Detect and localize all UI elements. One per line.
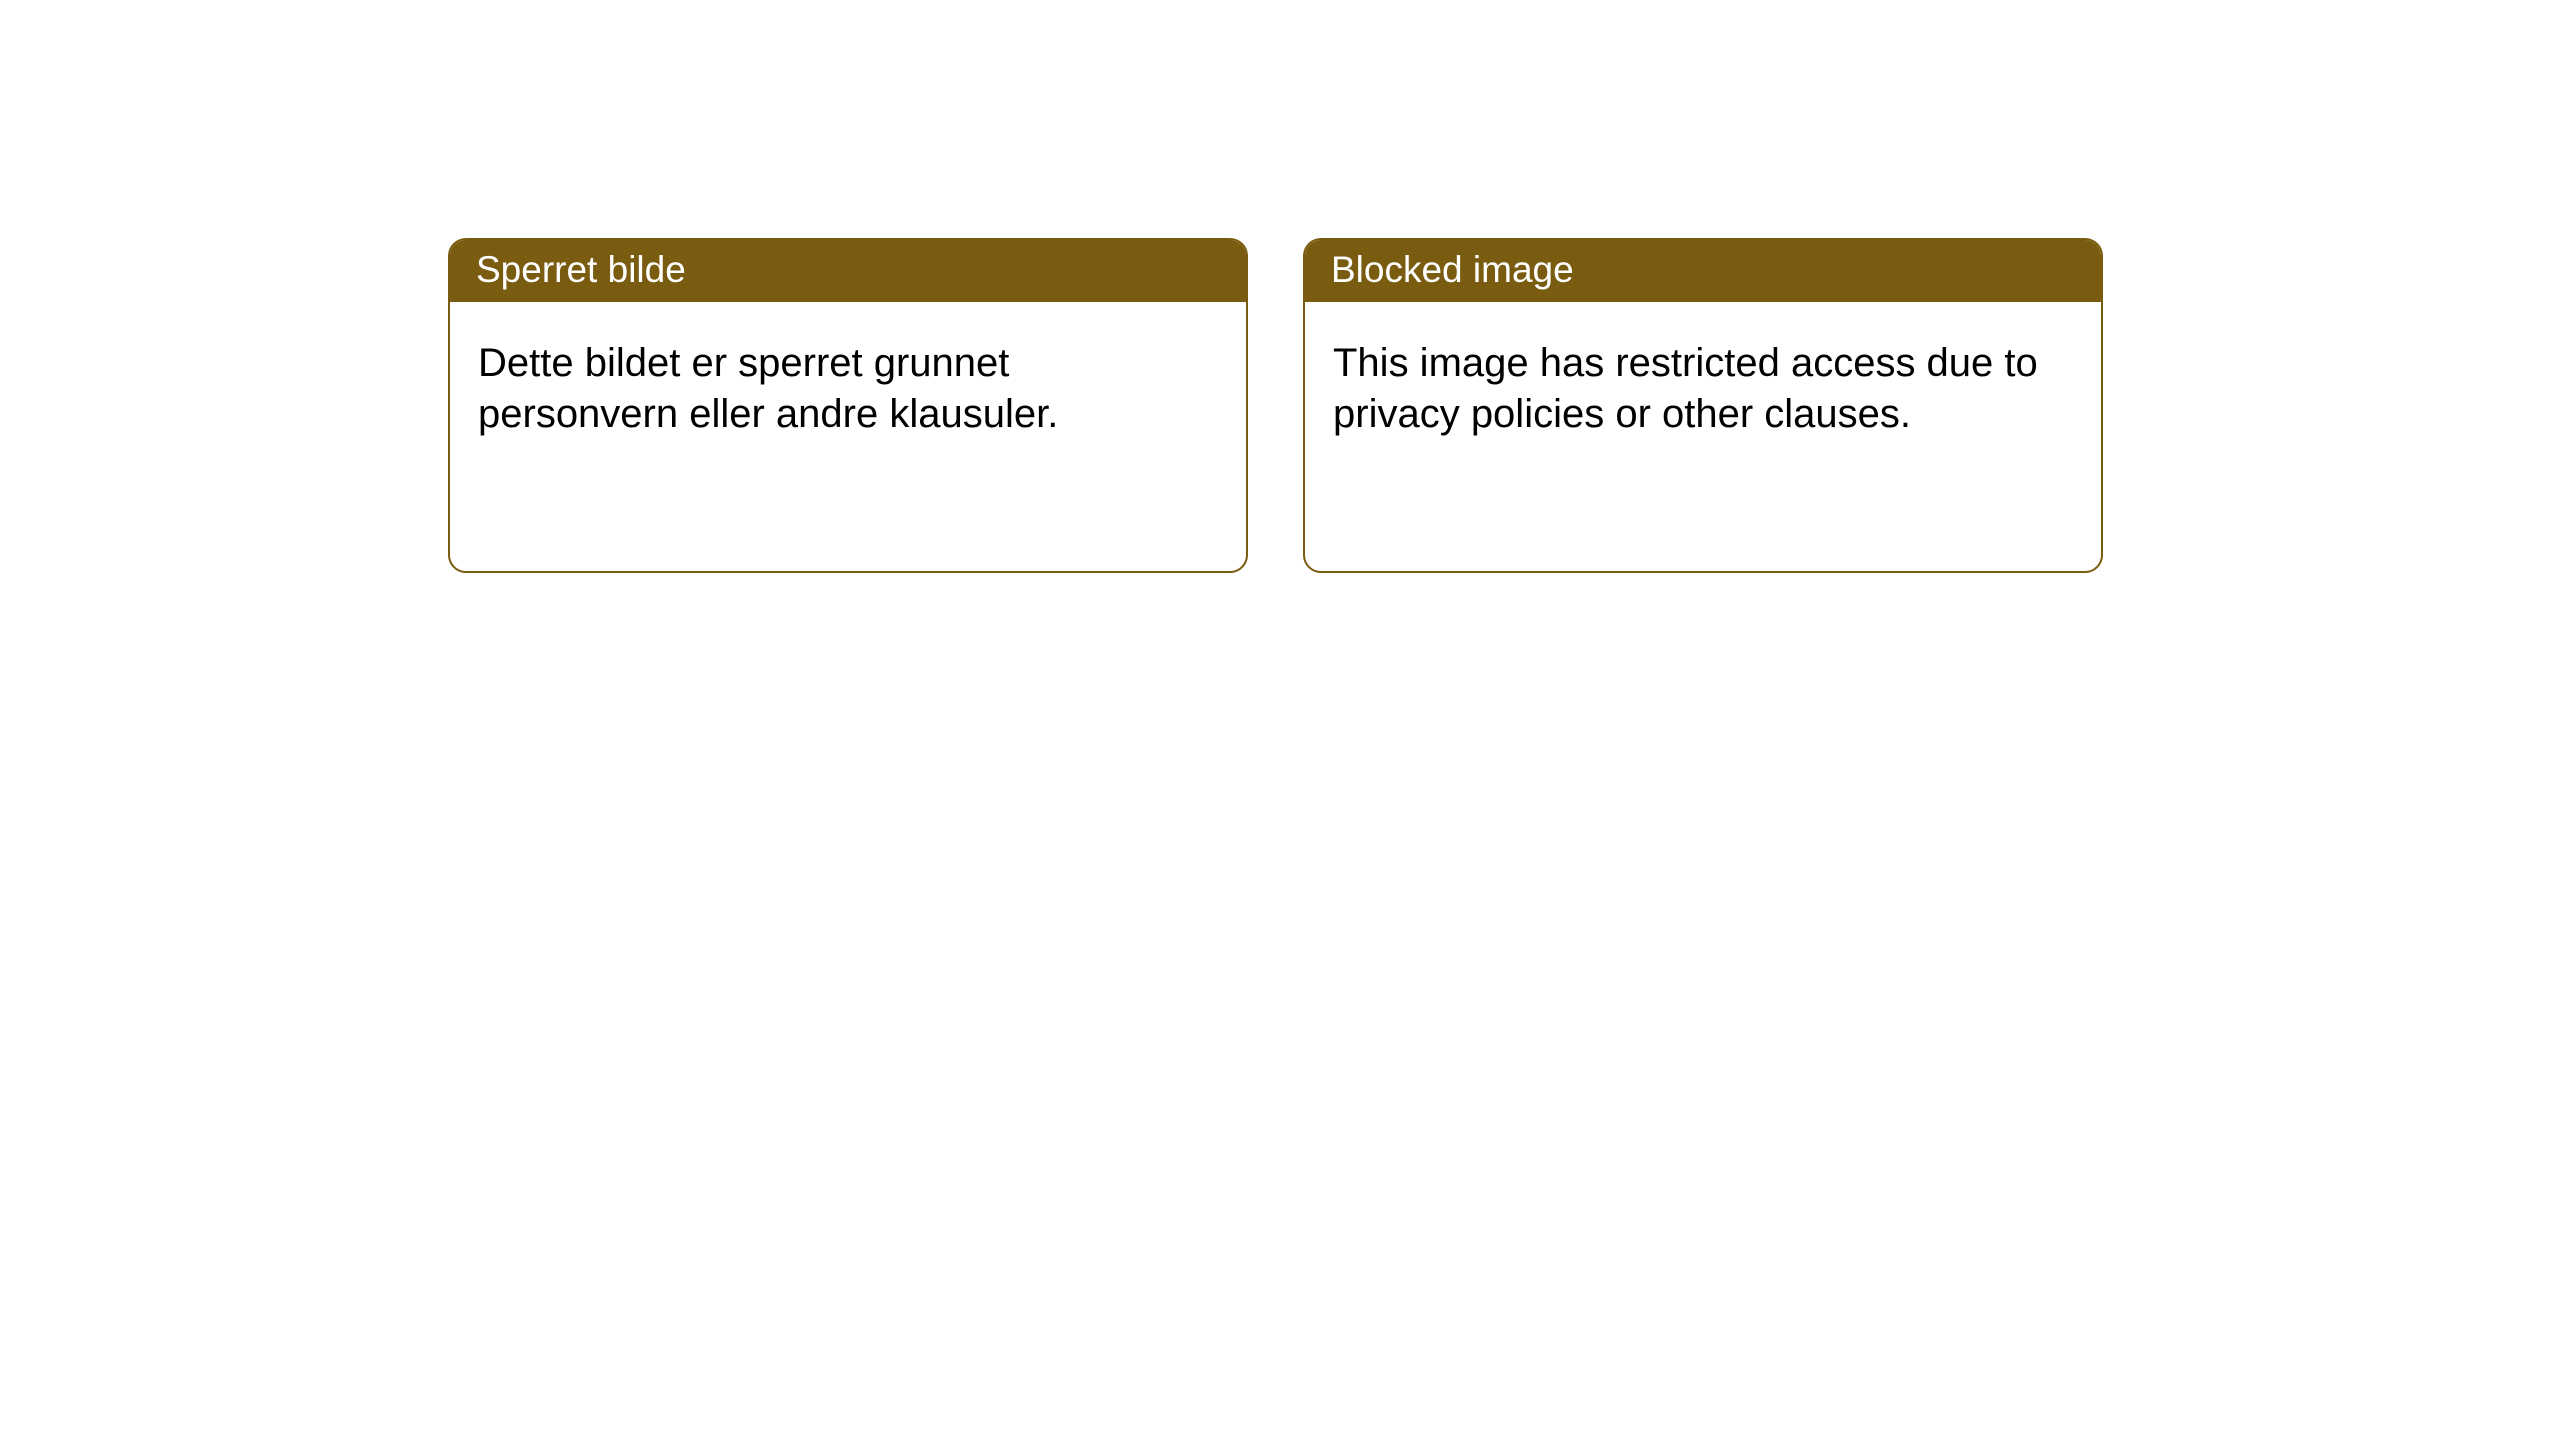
notice-header-english: Blocked image — [1305, 240, 2101, 302]
notice-header-norwegian: Sperret bilde — [450, 240, 1246, 302]
notice-body-english: This image has restricted access due to … — [1305, 302, 2101, 468]
notice-body-norwegian: Dette bildet er sperret grunnet personve… — [450, 302, 1246, 468]
notice-card-english: Blocked image This image has restricted … — [1303, 238, 2103, 573]
notice-card-norwegian: Sperret bilde Dette bildet er sperret gr… — [448, 238, 1248, 573]
notice-container: Sperret bilde Dette bildet er sperret gr… — [448, 238, 2103, 573]
